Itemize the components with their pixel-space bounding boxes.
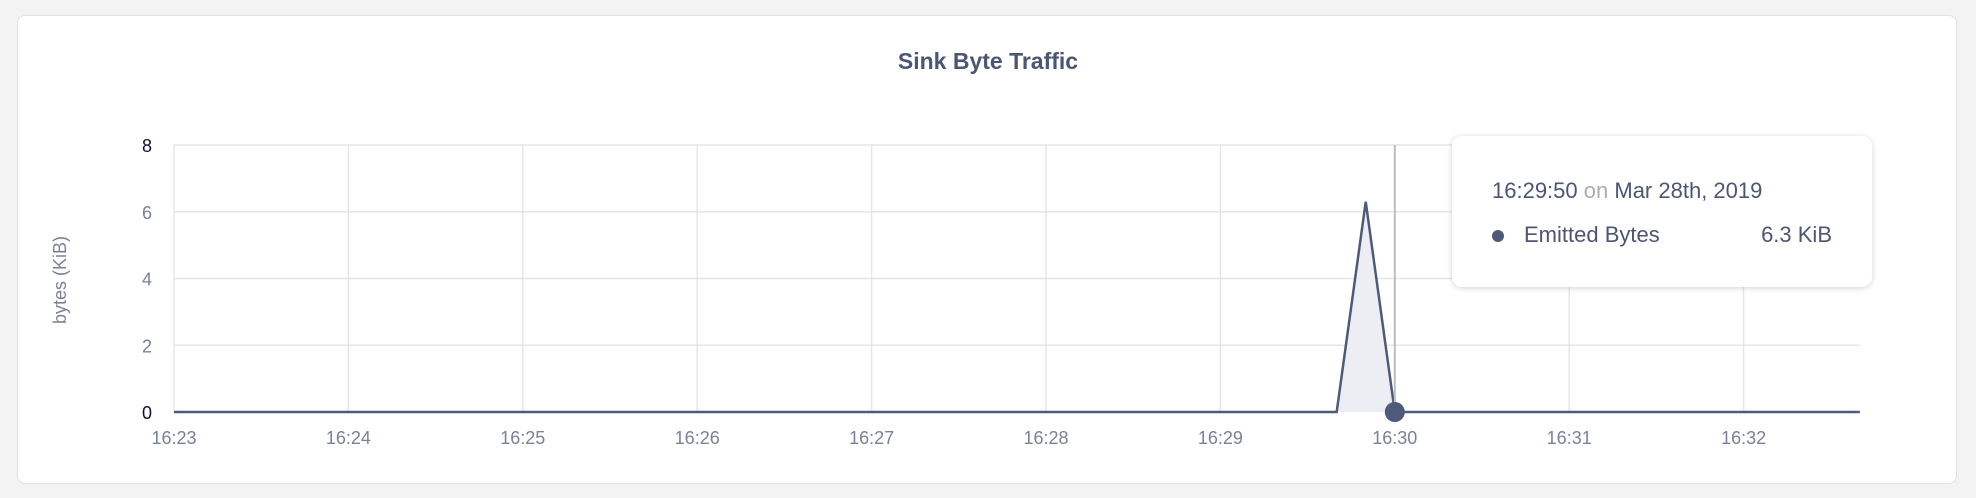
y-tick-label: 2 [142, 336, 152, 356]
tooltip: 16:29:50 on Mar 28th, 2019 Emitted Bytes… [1452, 136, 1872, 287]
y-tick-label: 0 [142, 403, 152, 423]
x-tick-label: 16:23 [151, 428, 196, 448]
y-tick-label: 4 [142, 270, 152, 290]
x-tick-label: 16:24 [326, 428, 371, 448]
tooltip-series-value: 6.3 KiB [1761, 222, 1832, 247]
tooltip-time: 16:29:50 [1492, 178, 1578, 203]
y-tick-label: 8 [142, 136, 152, 156]
tooltip-on: on [1583, 178, 1609, 203]
hover-point-marker [1384, 402, 1405, 422]
series-dot-icon [1492, 230, 1504, 242]
x-tick-label: 16:26 [675, 428, 720, 448]
y-axis-label: bytes (KiB) [50, 236, 70, 324]
chart-title: Sink Byte Traffic [897, 48, 1079, 74]
x-tick-label: 16:29 [1198, 428, 1243, 448]
series-line [174, 201, 1860, 414]
x-tick-label: 16:31 [1547, 428, 1592, 448]
y-tick-label: 6 [142, 203, 152, 223]
x-tick-label: 16:30 [1372, 428, 1417, 448]
x-tick-label: 16:27 [849, 428, 894, 448]
x-tick-label: 16:32 [1721, 428, 1766, 448]
tooltip-date: Mar 28th, 2019 [1614, 178, 1763, 203]
x-tick-label: 16:25 [500, 428, 545, 448]
x-tick-label: 16:28 [1023, 428, 1068, 448]
tooltip-timestamp: 16:29:50 on Mar 28th, 2019 [1492, 178, 1762, 204]
tooltip-series-name: Emitted Bytes [1524, 222, 1660, 247]
